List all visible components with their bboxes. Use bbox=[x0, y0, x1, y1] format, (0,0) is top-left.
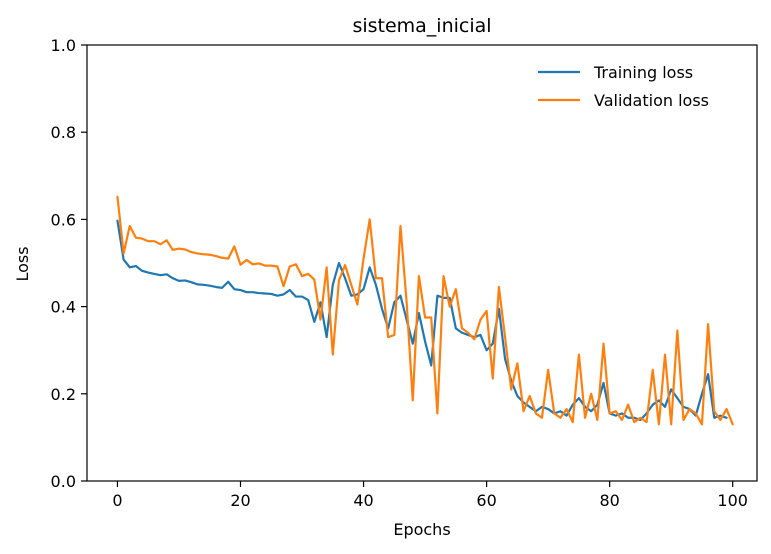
x-axis-label: Epochs bbox=[393, 520, 450, 539]
y-tick-label: 0.0 bbox=[51, 472, 76, 491]
y-axis-label: Loss bbox=[13, 246, 32, 281]
x-tick-label: 80 bbox=[599, 491, 619, 510]
x-tick-label: 100 bbox=[717, 491, 748, 510]
y-tick-label: 0.2 bbox=[51, 385, 76, 404]
y-tick-label: 0.4 bbox=[51, 298, 76, 317]
plot-frame bbox=[86, 44, 758, 482]
series-line-training-loss bbox=[116, 219, 728, 422]
legend: Training loss Validation loss bbox=[538, 63, 709, 110]
legend-label: Validation loss bbox=[594, 91, 709, 110]
x-tick-label: 60 bbox=[476, 491, 496, 510]
series-layer bbox=[116, 195, 734, 426]
series-line-validation-loss bbox=[116, 195, 734, 426]
x-tick-label: 0 bbox=[112, 491, 122, 510]
y-tick-label: 0.6 bbox=[51, 210, 76, 229]
legend-label: Training loss bbox=[593, 63, 693, 82]
chart-title: sistema_inicial bbox=[352, 15, 491, 37]
y-tick-label: 1.0 bbox=[51, 36, 76, 55]
y-tick-label: 0.8 bbox=[51, 123, 76, 142]
axes-layer: 0 20 40 60 80 100 0.0 0.2 0.4 0.6 0.8 1.0 bbox=[51, 36, 758, 510]
x-tick-label: 20 bbox=[230, 491, 250, 510]
x-tick-label: 40 bbox=[353, 491, 373, 510]
